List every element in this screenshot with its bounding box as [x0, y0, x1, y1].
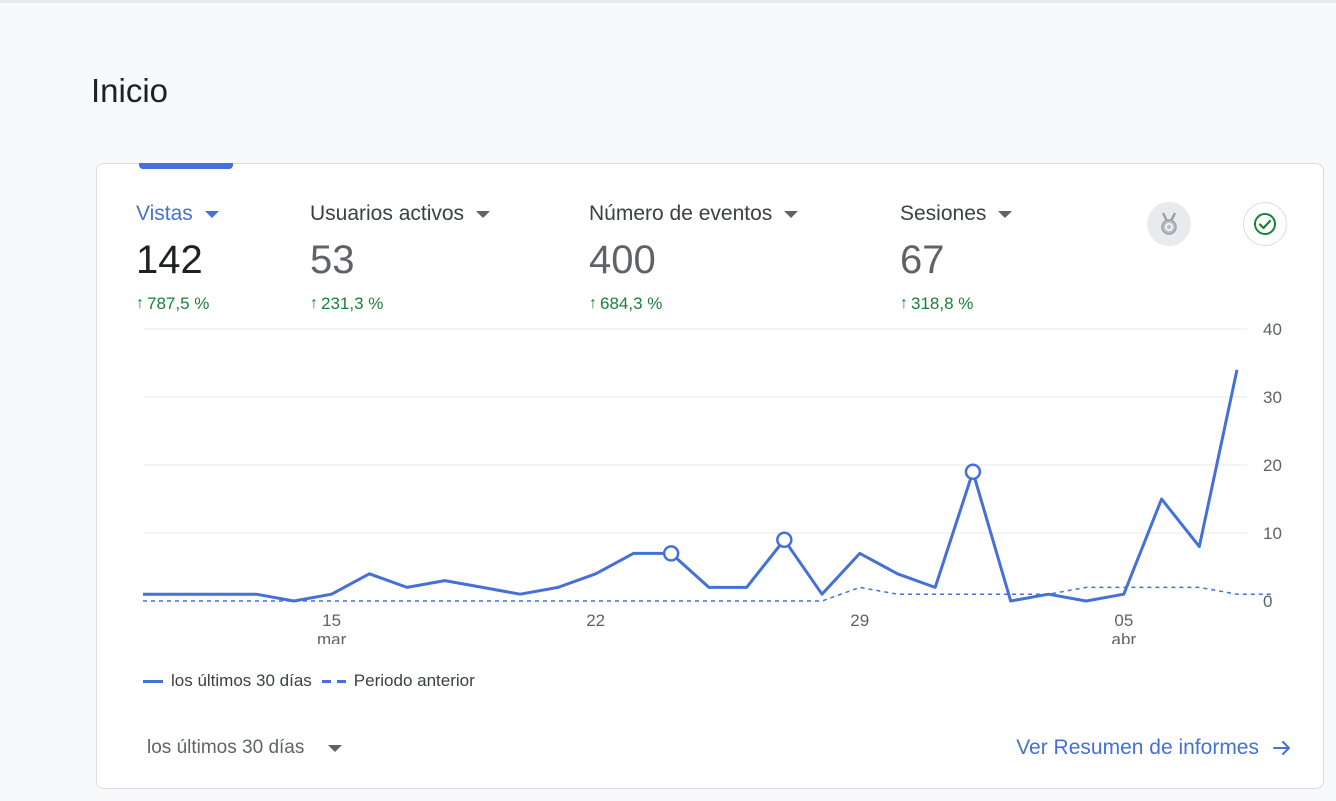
metric-tab-sesiones[interactable]: Sesiones 67 ↑ 318,8 % — [900, 202, 1013, 314]
legend-label: los últimos 30 días — [171, 671, 312, 690]
view-reports-link[interactable]: Ver Resumen de informes — [1016, 736, 1293, 760]
x-tick-label: 15 — [322, 611, 341, 630]
date-range-dropdown[interactable]: los últimos 30 días — [147, 737, 343, 759]
date-range-label: los últimos 30 días — [147, 737, 305, 758]
dashed-line-swatch — [321, 679, 346, 683]
caret-down-icon — [998, 210, 1013, 218]
data-point-marker — [964, 463, 982, 481]
arrow-up-icon: ↑ — [900, 295, 908, 312]
metric-value: 53 — [310, 238, 355, 282]
medal-icon — [1161, 212, 1177, 235]
x-tick-label: 22 — [586, 611, 605, 630]
check-circle-icon — [1254, 213, 1276, 235]
legend-item-current: los últimos 30 días — [143, 671, 312, 691]
metric-tab-vistas[interactable]: Vistas 142 ↑ 787,5 % — [136, 202, 219, 314]
metric-change: 787,5 % — [147, 294, 210, 313]
y-tick-label: 30 — [1263, 388, 1282, 407]
chart-legend: los últimos 30 días Periodo anterior — [143, 671, 485, 691]
data-point-marker — [662, 545, 680, 562]
caret-down-icon — [204, 210, 219, 218]
metric-label: Número de eventos — [589, 202, 773, 225]
metric-label: Usuarios activos — [310, 202, 465, 225]
metric-value: 67 — [900, 238, 945, 282]
metric-tab-usuarios-activos[interactable]: Usuarios activos 53 ↑ 231,3 % — [310, 202, 491, 314]
legend-item-previous: Periodo anterior — [321, 671, 475, 691]
series-previous-period — [143, 586, 1275, 602]
x-tick-label: 29 — [850, 611, 869, 630]
x-tick-month-label: mar — [317, 630, 347, 644]
metric-label: Sesiones — [900, 202, 987, 225]
caret-down-icon — [784, 210, 799, 218]
caret-down-icon — [476, 210, 491, 218]
overview-card: Vistas 142 ↑ 787,5 % Usuarios activos 53 … — [96, 163, 1324, 789]
data-point-marker — [776, 531, 793, 549]
arrow-up-icon: ↑ — [136, 295, 144, 312]
metric-change: 231,3 % — [321, 294, 384, 313]
top-border — [0, 0, 1336, 3]
solid-line-swatch — [143, 679, 163, 683]
view-reports-label: Ver Resumen de informes — [1016, 736, 1259, 759]
y-tick-label: 40 — [1263, 320, 1282, 339]
y-tick-label: 10 — [1263, 524, 1282, 543]
arrow-up-icon: ↑ — [310, 295, 318, 312]
x-tick-month-label: abr — [1112, 630, 1137, 644]
active-tab-indicator — [139, 163, 233, 169]
legend-label: Periodo anterior — [353, 671, 475, 690]
metric-change: 318,8 % — [911, 294, 974, 313]
check-button[interactable] — [1243, 202, 1287, 246]
metric-value: 142 — [136, 238, 203, 282]
metric-value: 400 — [589, 238, 656, 282]
arrow-up-icon: ↑ — [589, 295, 597, 312]
arrow-right-icon — [1273, 741, 1290, 755]
series-last-30-days — [143, 369, 1239, 603]
y-tick-label: 0 — [1263, 592, 1272, 611]
y-tick-label: 20 — [1263, 456, 1282, 475]
caret-down-icon — [328, 744, 343, 752]
medal-button[interactable] — [1147, 202, 1191, 246]
page-title: Inicio — [91, 72, 169, 109]
metric-label: Vistas — [136, 202, 193, 225]
x-tick-label: 05 — [1114, 611, 1133, 630]
metric-change: 684,3 % — [600, 294, 663, 313]
metric-tab-numero-de-eventos[interactable]: Número de eventos 400 ↑ 684,3 % — [589, 202, 799, 314]
